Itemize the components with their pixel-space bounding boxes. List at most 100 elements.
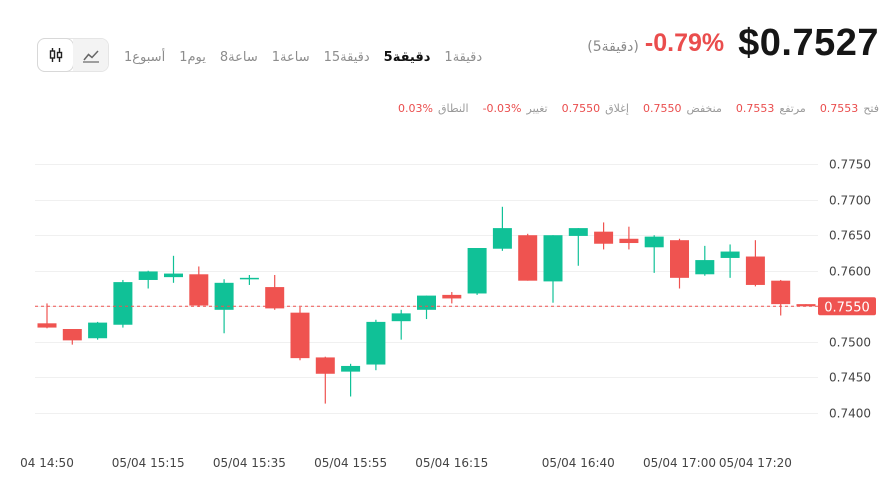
y-tick-label: 0.7400 — [829, 407, 871, 421]
candle — [164, 255, 183, 283]
candle-body — [265, 287, 285, 309]
candlestick-button[interactable] — [38, 39, 73, 71]
candle-body — [695, 260, 715, 275]
ohlc-change-label: تغيير — [526, 102, 548, 115]
interval-tabs: 1أسبوع 1يوم 8ساعة 1ساعة 15دقيقة 5دقيقة 1… — [124, 50, 482, 65]
y-tick-label: 0.7600 — [829, 265, 871, 279]
candle-body — [37, 323, 57, 328]
current-price-tag — [818, 297, 876, 316]
x-tick-label: 05/04 15:55 — [314, 456, 387, 470]
candle — [442, 292, 462, 304]
candle-body — [391, 313, 411, 322]
candle-body — [796, 304, 816, 307]
y-tick-label: 0.7500 — [829, 336, 871, 350]
candle — [771, 279, 791, 316]
candle — [417, 295, 436, 320]
ohlc-close: 0.7550 إغلاق — [562, 102, 629, 115]
candle — [619, 226, 639, 250]
candle-body — [745, 256, 765, 285]
candle-body — [442, 294, 462, 299]
candle — [543, 235, 563, 303]
candle-body — [771, 280, 791, 305]
candle-body — [88, 322, 108, 339]
candle — [189, 266, 209, 307]
current-price-tag-label: 0.7550 — [824, 300, 870, 315]
candle-body — [518, 235, 538, 281]
line-chart-icon — [82, 50, 99, 63]
candle — [37, 303, 57, 329]
candle-body — [62, 329, 82, 341]
candle-body — [417, 295, 436, 310]
ohlc-close-label: إغلاق — [605, 102, 629, 115]
candle-body — [315, 357, 335, 374]
candle — [290, 306, 310, 361]
interval-1h[interactable]: 1ساعة — [271, 50, 310, 65]
candle-body — [214, 282, 234, 310]
candle — [594, 222, 614, 250]
candle-body — [138, 271, 158, 280]
candle — [214, 279, 234, 334]
interval-1m[interactable]: 1دقيقة — [444, 50, 483, 65]
x-tick-label: 04 14:50 — [20, 456, 74, 470]
candle-body — [341, 365, 361, 372]
candles-layer — [37, 206, 816, 404]
x-tick-label: 05/04 17:00 — [643, 456, 716, 470]
ohlc-close-value: 0.7550 — [561, 102, 601, 115]
ohlc-open-label: فتح — [863, 102, 879, 115]
chart-type-toggle — [37, 38, 109, 72]
candle — [720, 244, 740, 278]
candle — [670, 238, 689, 289]
candle-body — [670, 240, 689, 278]
interval-15m[interactable]: 15دقيقة — [323, 50, 370, 65]
ohlc-high-label: مرتفع — [779, 102, 806, 115]
candle — [341, 363, 361, 397]
ohlc-range-value: 0.03% — [397, 102, 433, 115]
candle — [88, 321, 108, 340]
candle — [315, 356, 335, 404]
ohlc-high-value: 0.7553 — [735, 102, 775, 115]
candle-body — [366, 321, 386, 365]
x-tick-label: 05/04 16:15 — [415, 456, 488, 470]
ohlc-range-label: النطاق — [437, 102, 469, 115]
current-price-line: 0.7550 — [35, 297, 876, 316]
price-change-block: (5دقيقة) -0.79% — [587, 29, 724, 58]
grid-lines — [35, 164, 818, 414]
y-tick-label: 0.7750 — [829, 158, 871, 172]
candle — [239, 275, 259, 285]
candle — [366, 319, 386, 371]
interval-5m[interactable]: 5دقيقة — [383, 50, 431, 65]
candle-body — [720, 251, 740, 258]
interval-1w[interactable]: 1أسبوع — [124, 50, 166, 65]
ohlc-range: 0.03% النطاق — [398, 102, 469, 115]
price-period: (5دقيقة) — [587, 38, 639, 55]
candle — [391, 309, 411, 340]
line-chart-button[interactable] — [73, 39, 108, 71]
candle — [113, 279, 133, 328]
ohlc-low-label: منخفض — [686, 102, 722, 115]
y-tick-label: 0.7650 — [829, 229, 871, 243]
price-change: -0.79% — [644, 28, 725, 57]
interval-1d[interactable]: 1يوم — [179, 50, 206, 65]
candle — [518, 233, 538, 281]
candle — [568, 228, 588, 266]
candle — [467, 248, 487, 295]
candle-body — [164, 273, 183, 278]
candle-body — [467, 248, 487, 294]
y-tick-label: 0.7450 — [829, 371, 871, 385]
interval-8h[interactable]: 8ساعة — [219, 50, 258, 65]
candle — [745, 240, 765, 287]
candle-body — [113, 282, 133, 325]
current-price: $0.7527 — [738, 21, 879, 64]
ohlc-change-value: -0.03% — [482, 102, 522, 115]
candle — [695, 245, 715, 276]
candlestick-chart[interactable]: 0.7750 0.7700 0.7650 0.7600 0.7550 0.7500 0.74… — [0, 130, 887, 492]
x-tick-label: 05/04 15:35 — [213, 456, 286, 470]
x-tick-label: 05/04 15:15 — [112, 456, 185, 470]
candle — [62, 329, 82, 345]
candle-body — [568, 228, 588, 236]
x-tick-label: 05/04 16:40 — [542, 456, 615, 470]
candle — [138, 270, 158, 289]
ohlc-open-value: 0.7553 — [819, 102, 859, 115]
candle-body — [543, 235, 563, 282]
candle-body — [239, 277, 259, 280]
